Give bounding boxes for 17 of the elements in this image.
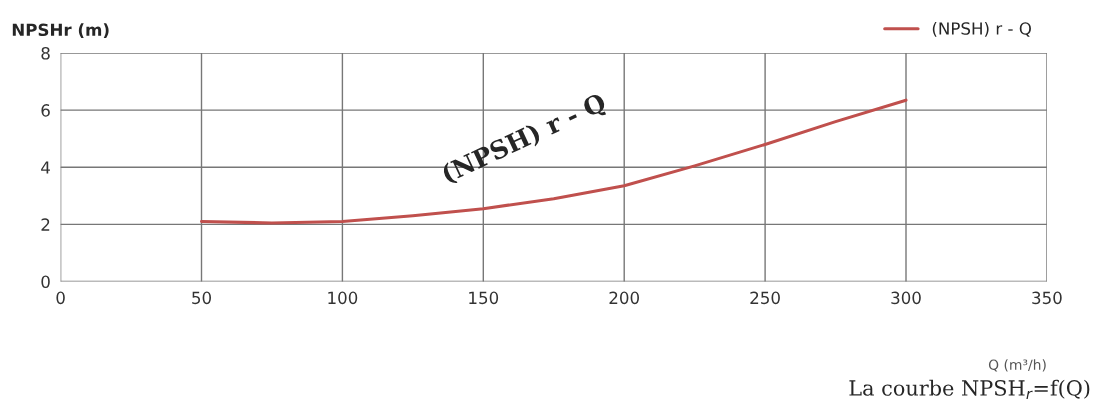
x-axis-title: Q (m³/h) — [988, 359, 1046, 372]
x-tick-label: 50 — [192, 291, 212, 305]
x-tick-label: 150 — [469, 291, 499, 305]
y-tick-label: 6 — [41, 104, 50, 117]
legend-label: (NPSH) r - Q — [932, 21, 1031, 37]
y-axis-title: NPSHr (m) — [12, 23, 109, 39]
y-tick-label: 8 — [41, 47, 50, 60]
x-tick-label: 300 — [891, 291, 921, 305]
x-tick-label: 200 — [609, 291, 639, 305]
x-tick-label: 100 — [328, 291, 358, 305]
text: La courbe NPSH$_{r}$=f(Q) — [849, 379, 1090, 399]
y-tick-label: 4 — [41, 161, 50, 174]
y-tick-label: 2 — [41, 218, 50, 231]
x-tick-label: 0 — [56, 291, 65, 305]
x-tick-label: 350 — [1032, 291, 1062, 305]
y-tick-label: 0 — [41, 275, 50, 289]
x-tick-label: 250 — [750, 291, 780, 305]
